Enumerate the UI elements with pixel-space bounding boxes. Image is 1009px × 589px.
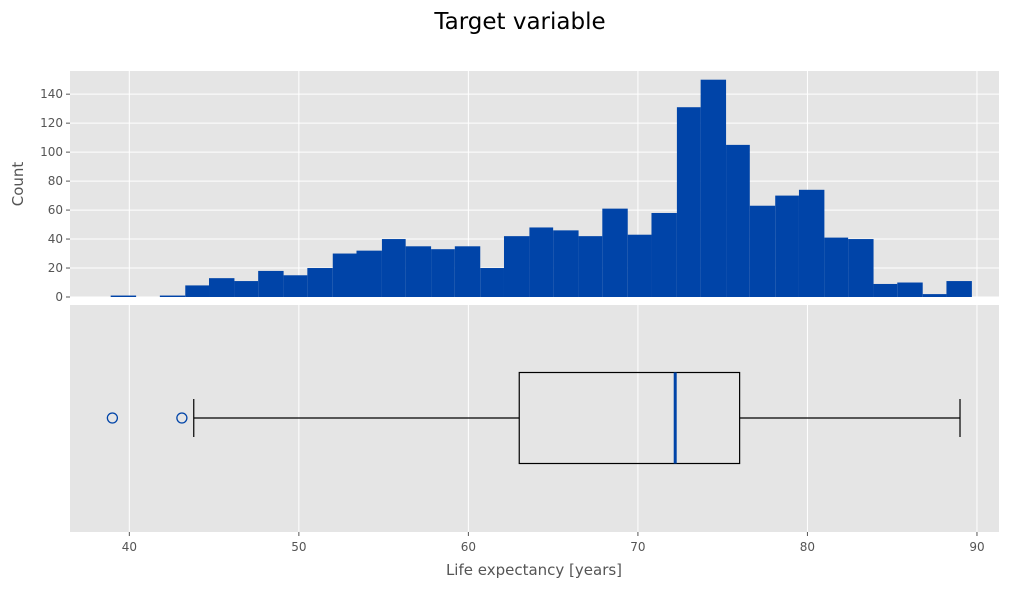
histogram-y-axis-label: Count: [9, 162, 27, 207]
histogram-bar: [749, 205, 776, 297]
histogram-bar: [258, 270, 284, 297]
histogram-y-tick-label: 0: [55, 290, 63, 304]
histogram-bar: [676, 107, 701, 297]
histogram-bar: [185, 285, 210, 297]
histogram-bar: [873, 283, 898, 297]
histogram-y-tick-label: 40: [48, 232, 63, 246]
boxplot-grid: [128, 305, 978, 532]
boxplot-outlier: [176, 412, 188, 424]
boxplot-x-axis-label: Life expectancy [years]: [446, 561, 622, 579]
histogram-y-tick-label: 20: [48, 261, 63, 275]
histogram-bar: [454, 246, 481, 297]
histogram-bar: [381, 239, 406, 297]
boxplot-x-tick-label: 50: [291, 540, 306, 554]
histogram-bar: [700, 79, 727, 297]
boxplot-x-tick-label: 70: [630, 540, 645, 554]
histogram-bar: [922, 294, 947, 297]
histogram-bar: [726, 144, 750, 297]
boxplot-outlier: [106, 412, 119, 424]
histogram-axes: 0 20 40 60 80 100 120 140 Count: [9, 71, 999, 304]
histogram-bar: [627, 234, 652, 297]
histogram-bar: [798, 189, 825, 297]
figure-title: Target variable: [433, 9, 605, 35]
histogram-bar: [529, 227, 554, 297]
histogram-bar: [234, 281, 259, 297]
histogram-bar: [356, 250, 382, 297]
boxplot-x-tick-label: 80: [800, 540, 815, 554]
histogram-bar: [897, 282, 923, 297]
histogram-bar: [775, 195, 799, 297]
boxplot-box: [518, 371, 741, 465]
histogram-y-tick-label: 80: [48, 174, 63, 188]
histogram-bar: [503, 236, 530, 297]
histogram-bar: [159, 295, 186, 297]
histogram-y-tick-label: 120: [40, 116, 63, 130]
histogram-bar: [553, 230, 579, 297]
histogram-y-tick-label: 100: [40, 145, 63, 159]
histogram-bar: [578, 236, 603, 297]
histogram-bar: [405, 246, 432, 297]
histogram-y-tick-label: 140: [40, 87, 63, 101]
histogram-bar: [209, 278, 235, 297]
histogram-bar: [332, 253, 357, 297]
histogram-bar: [480, 268, 504, 297]
histogram-bar: [848, 239, 874, 297]
boxplot: [106, 371, 961, 465]
boxplot-x-tick-label: 60: [461, 540, 476, 554]
histogram-bar: [651, 212, 677, 297]
histogram-bars: [110, 79, 972, 297]
boxplot-x-tick-label: 40: [122, 540, 137, 554]
histogram-y-ticks: 0 20 40 60 80 100 120 140: [40, 87, 70, 304]
boxplot-x-ticks: 40 50 60 70 80 90: [122, 532, 985, 554]
histogram-bar: [824, 237, 849, 297]
histogram-bar: [110, 295, 137, 297]
histogram-bar: [283, 275, 308, 297]
histogram-bar: [602, 208, 628, 297]
histogram-y-tick-label: 60: [48, 203, 63, 217]
histogram-bar: [307, 268, 333, 297]
histogram-bar: [431, 249, 455, 297]
boxplot-axes: 40 50 60 70 80 90 Life expectancy [years]: [70, 305, 999, 579]
histogram-bar: [946, 281, 972, 297]
boxplot-x-tick-label: 90: [969, 540, 984, 554]
